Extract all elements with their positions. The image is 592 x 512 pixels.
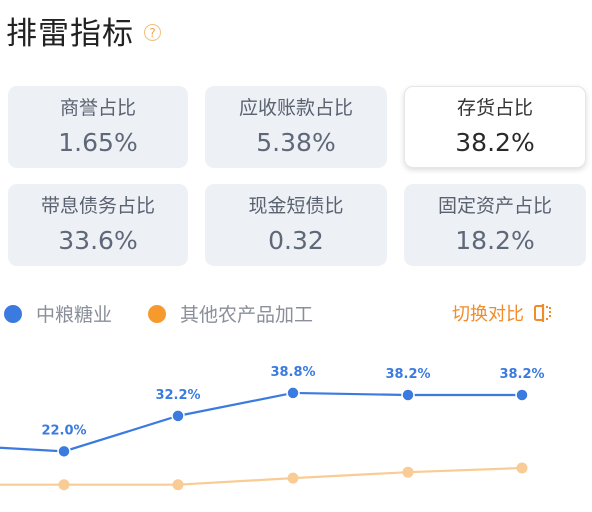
metric-card-cash-short-debt[interactable]: 现金短债比 0.32 <box>205 184 387 266</box>
metric-value: 5.38% <box>256 128 336 157</box>
data-point-series2[interactable] <box>58 479 70 491</box>
switch-compare-label: 切换对比 <box>452 304 524 325</box>
metric-label: 固定资产占比 <box>437 195 552 217</box>
title-row: 排雷指标 ? <box>6 8 161 53</box>
data-point-series2[interactable] <box>516 462 528 474</box>
metric-value: 33.6% <box>58 226 138 255</box>
series-line-1 <box>0 391 522 453</box>
trend-line-chart: 22.0% 32.2% 38.8% 38.2% 38.2% <box>0 365 545 491</box>
metric-card-fixed-assets[interactable]: 固定资产占比 18.2% <box>404 184 586 266</box>
metric-label: 存货占比 <box>456 97 533 119</box>
data-point-series1[interactable] <box>286 386 300 400</box>
metric-label: 商誉占比 <box>59 97 136 119</box>
metric-label: 带息债务占比 <box>40 195 155 217</box>
data-point-series1[interactable] <box>57 444 71 459</box>
metric-value: 0.32 <box>268 226 324 255</box>
legend-label: 中粮糖业 <box>36 304 113 326</box>
legend-label: 其他农产品加工 <box>180 304 314 326</box>
data-label: 32.2% <box>155 388 200 403</box>
metric-label: 现金短债比 <box>248 195 344 217</box>
metric-value: 18.2% <box>455 226 535 255</box>
metric-value: 1.65% <box>58 128 138 157</box>
page-title: 排雷指标 <box>6 16 134 52</box>
legend-dot-icon <box>148 304 166 323</box>
series-line-2 <box>0 466 523 486</box>
switch-compare-button[interactable]: 切换对比 <box>452 300 554 326</box>
metric-value: 38.2% <box>455 128 535 157</box>
data-point-series1[interactable] <box>401 388 415 402</box>
data-point-series1[interactable] <box>515 388 529 402</box>
legend-item-industry[interactable]: 其他农产品加工 <box>148 300 313 327</box>
legend-item-company[interactable]: 中粮糖业 <box>4 300 112 327</box>
data-point-series2[interactable] <box>402 466 414 478</box>
compare-switch-icon <box>534 304 551 322</box>
data-point-series2[interactable] <box>172 479 184 491</box>
data-label: 38.8% <box>270 365 315 380</box>
data-label: 38.2% <box>499 367 544 382</box>
chart-legend: 中粮糖业 其他农产品加工 切换对比 <box>0 300 592 330</box>
metric-card-interest-debt[interactable]: 带息债务占比 33.6% <box>8 184 188 266</box>
question-circle-icon[interactable]: ? <box>144 24 161 41</box>
metric-card-inventory[interactable]: 存货占比 38.2% <box>404 86 586 168</box>
data-point-series2[interactable] <box>287 472 299 484</box>
metric-cards: 商誉占比 1.65% 应收账款占比 5.38% 存货占比 38.2% 带息债务占… <box>8 86 586 266</box>
data-point-series1[interactable] <box>171 409 185 423</box>
metric-card-receivables[interactable]: 应收账款占比 5.38% <box>205 86 387 168</box>
metric-card-goodwill[interactable]: 商誉占比 1.65% <box>8 86 188 168</box>
data-label: 22.0% <box>41 423 86 438</box>
legend-dot-icon <box>4 304 22 323</box>
data-label: 38.2% <box>385 367 430 382</box>
metric-label: 应收账款占比 <box>238 97 353 119</box>
